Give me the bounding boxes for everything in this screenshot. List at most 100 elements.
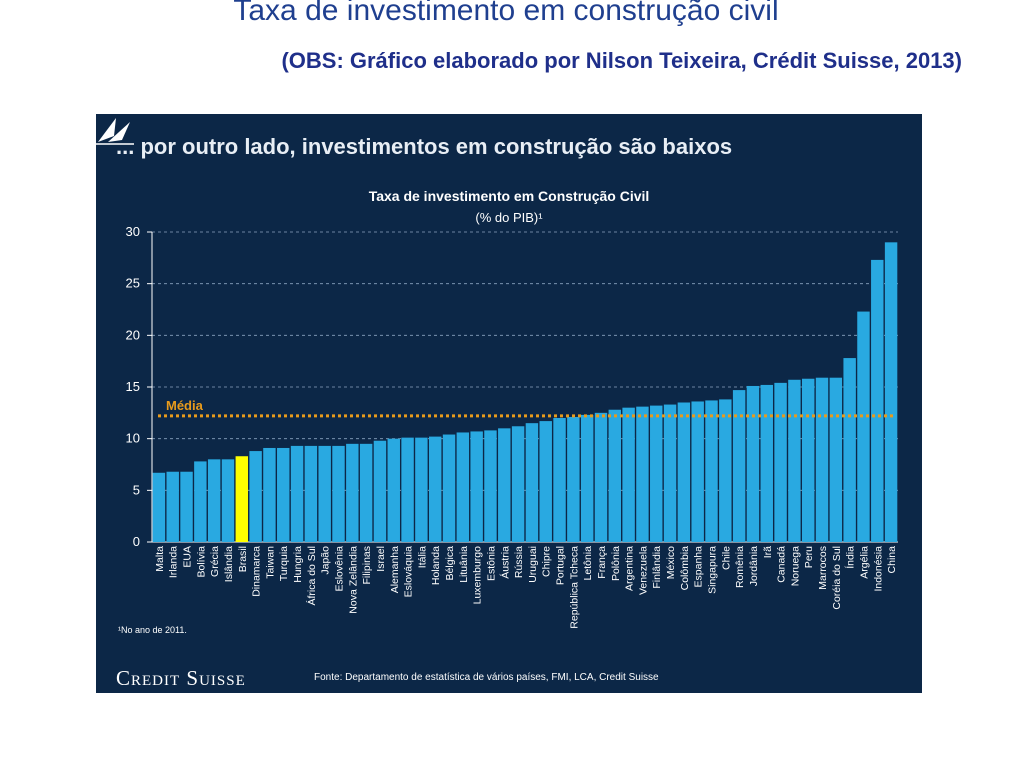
bar [594,412,608,542]
sails-logo-icon [96,118,134,145]
chart-panel: ... por outro lado, investimentos em con… [96,114,922,693]
bar [484,430,497,542]
bar [774,382,787,542]
bar [194,461,207,542]
x-tick-label: Uruguai [527,546,539,583]
x-tick-label: Bolívia [195,546,207,578]
bars [152,242,898,543]
bar [401,437,414,542]
x-tick-label: França [596,546,608,579]
x-tick-label: Holanda [430,546,442,585]
bar [843,358,856,542]
bar [277,447,290,542]
x-tick-label: Colômbia [679,546,691,591]
bar [677,402,691,542]
gridlines [152,231,898,491]
bar [636,406,649,542]
x-tick-label: Islândia [223,546,235,582]
x-tick-label: Chipre [541,546,553,577]
x-tick-label: Rússia [513,546,525,578]
y-tick-label: 30 [126,224,140,239]
x-tick-label: Taiwan [264,546,276,579]
x-tick-label: Portugal [555,546,567,585]
x-tick-label: Coréia do Sul [831,546,843,610]
bar [884,242,898,543]
bar [705,400,718,542]
x-tick-label: Alemanha [389,546,401,593]
x-tick-label: Lituânia [458,546,470,583]
x-tick-label: Nova Zelândia [347,546,359,614]
bar [373,440,387,542]
bar [732,390,746,542]
bar [567,416,580,542]
bar [456,432,470,542]
y-tick-label: 5 [133,482,140,497]
bar [829,377,843,542]
bar [663,404,677,542]
bar [746,385,760,542]
bar [318,445,331,542]
x-tick-label: Peru [803,546,815,568]
credit-suisse-logo: Credit Suisse [116,666,246,690]
x-tick-label: Bélgica [444,546,456,581]
x-tick-label: Canadá [776,546,788,583]
x-tick-label: Venezuela [637,546,649,595]
y-tick-label: 20 [126,327,140,342]
bar [511,426,525,542]
bar [525,423,539,542]
x-tick-label: Eslovênia [334,546,346,592]
bar-chart: ... por outro lado, investimentos em con… [116,134,898,629]
x-tick-label: Turquia [278,546,290,581]
y-tick-label: 0 [133,534,140,549]
bar [152,472,166,542]
x-tick-label: Luxemburgo [472,546,484,605]
bar [719,399,732,542]
bar [290,445,304,542]
bar [650,405,663,542]
x-tick-label: Filipinas [361,546,373,585]
x-tick-label: Polônia [610,546,622,581]
x-tick-label: Itália [416,546,428,568]
bar [760,384,773,542]
bar [263,447,276,542]
x-tick-label: Irã [762,546,774,558]
x-tick-label: Letônia [582,546,594,581]
x-tick-label: Finlândia [651,546,663,589]
x-tick-label: Argentina [624,546,636,591]
bar [221,459,235,542]
x-tick-label: Hungria [292,546,304,583]
bar [166,471,179,542]
x-tick-label: Eslováquia [403,546,415,598]
bar [857,311,870,542]
x-tick-label: Grécia [209,546,221,577]
footnote: ¹No ano de 2011. [118,625,187,635]
x-tick-label: Noruega [789,546,801,586]
x-tick-label: Japão [320,546,332,575]
bar [428,436,442,542]
x-tick-label: Brasil [237,546,249,572]
bar [470,431,483,542]
x-tick-label: Israel [375,546,387,572]
y-axis: 0 5 10 15 20 25 30 [126,224,898,549]
x-axis-labels: Malta Irlanda EUA Bolívia Grécia Islândia Bras… [154,546,898,629]
source-note: Fonte: Departamento de estatística de vá… [314,672,659,683]
bar [608,409,622,542]
x-tick-label: Jordânia [748,546,760,586]
bar [207,459,221,542]
bar [553,418,566,542]
y-tick-label: 15 [126,379,140,394]
bar [387,438,400,542]
bar [332,445,345,542]
x-tick-label: Argélia [858,546,870,579]
bar [498,428,511,542]
x-tick-label: Singapura [707,546,719,594]
x-tick-label: República Tcheca [568,546,580,629]
x-tick-label: Malta [154,546,166,572]
bar [249,451,262,542]
x-tick-label: Indonésia [872,546,884,592]
x-tick-label: Estônia [485,546,497,581]
bar [691,401,704,542]
average-line: Média [158,398,896,418]
x-tick-label: Marrocos [817,546,829,590]
x-tick-label: Índia [844,546,857,569]
